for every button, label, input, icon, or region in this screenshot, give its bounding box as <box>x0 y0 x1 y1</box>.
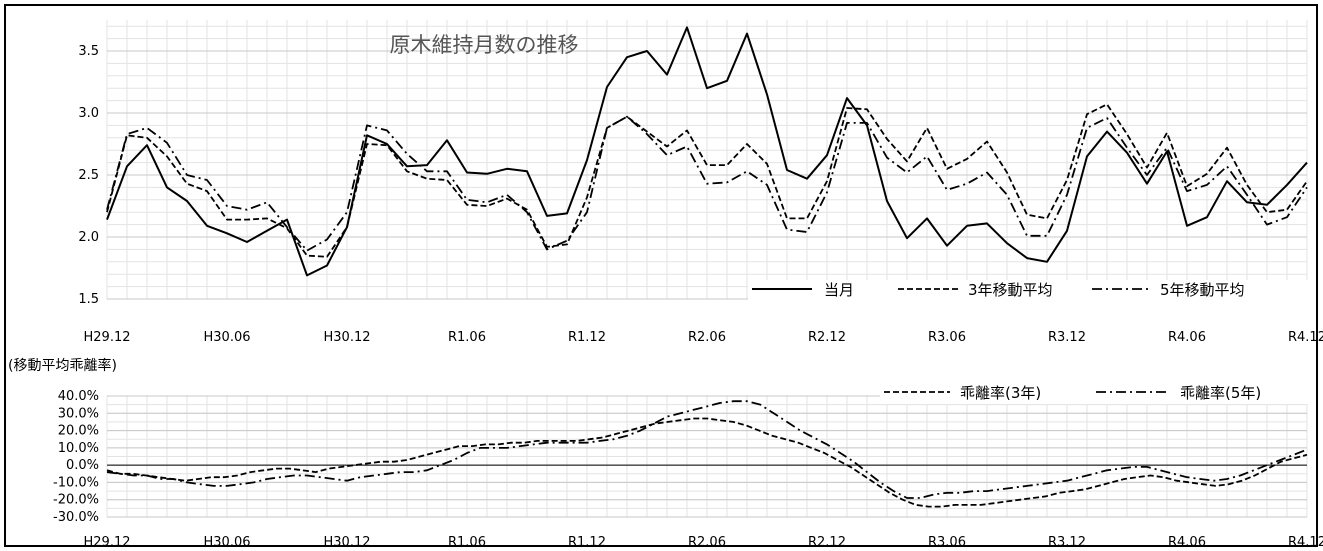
legend-background <box>880 380 1308 404</box>
x-tick-label: H29.12 <box>84 330 131 345</box>
lower-chart-ylabel: (移動平均乖離率) <box>8 357 117 374</box>
x-tick-label: H30.12 <box>324 535 371 550</box>
y-tick-label: 30.0% <box>58 406 99 421</box>
x-tick-label: R4.06 <box>1168 330 1206 345</box>
series-line <box>106 26 1308 277</box>
legend-label: 当月 <box>824 281 854 299</box>
y-tick-label: 10.0% <box>58 441 99 456</box>
y-tick-label: 3.0 <box>78 106 99 121</box>
x-tick-label: R3.12 <box>1048 330 1086 345</box>
y-tick-label: -30.0% <box>53 510 99 525</box>
legend-label: 乖離率(3年) <box>960 384 1041 402</box>
y-tick-label: 0.0% <box>66 458 99 473</box>
x-tick-label: R1.06 <box>448 330 486 345</box>
series-line <box>106 417 1308 508</box>
x-tick-label: R2.06 <box>688 535 726 550</box>
y-tick-label: -10.0% <box>53 475 99 490</box>
x-tick-label: R4.06 <box>1168 535 1206 550</box>
x-tick-label: H30.06 <box>204 535 251 550</box>
y-tick-label: 3.5 <box>78 44 99 59</box>
x-tick-label: R2.12 <box>808 535 846 550</box>
x-tick-label: R3.12 <box>1048 535 1086 550</box>
x-tick-label: R2.06 <box>688 330 726 345</box>
series-line <box>106 115 1308 252</box>
x-tick-label: R3.06 <box>928 330 966 345</box>
x-tick-label: R4.12 <box>1288 535 1323 550</box>
x-tick-label: R3.06 <box>928 535 966 550</box>
x-tick-label: R2.12 <box>808 330 846 345</box>
legend-label: 3年移動平均 <box>968 281 1053 299</box>
series-line <box>106 400 1308 499</box>
y-tick-label: 1.5 <box>78 292 99 307</box>
y-tick-label: -20.0% <box>53 493 99 508</box>
legend-label: 5年移動平均 <box>1160 281 1245 299</box>
legend-label: 乖離率(5年) <box>1180 384 1261 402</box>
x-tick-label: R1.06 <box>448 535 486 550</box>
x-tick-label: R1.12 <box>568 330 606 345</box>
y-tick-label: 40.0% <box>58 389 99 404</box>
x-tick-label: H29.12 <box>84 535 131 550</box>
x-tick-label: H30.06 <box>204 330 251 345</box>
x-tick-label: H30.12 <box>324 330 371 345</box>
x-tick-label: R1.12 <box>568 535 606 550</box>
x-tick-label: R4.12 <box>1288 330 1323 345</box>
y-tick-label: 2.5 <box>78 168 99 183</box>
chart-frame <box>4 4 1318 547</box>
legend-background <box>748 280 1312 306</box>
y-tick-label: 20.0% <box>58 424 99 439</box>
chart-title: 原木維持月数の推移 <box>390 33 579 57</box>
y-tick-label: 2.0 <box>78 230 99 245</box>
